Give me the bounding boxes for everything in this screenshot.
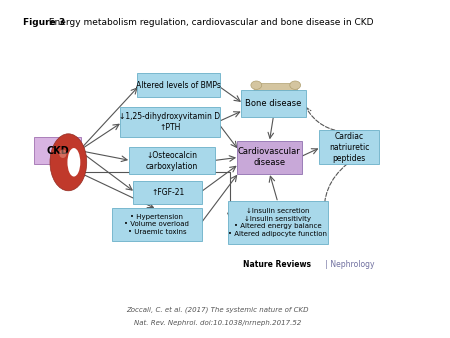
FancyBboxPatch shape bbox=[133, 181, 202, 204]
Text: Cardiovascular
disease: Cardiovascular disease bbox=[238, 147, 301, 167]
FancyBboxPatch shape bbox=[34, 137, 81, 164]
Ellipse shape bbox=[251, 81, 262, 89]
Ellipse shape bbox=[290, 94, 301, 103]
Text: Nat. Rev. Nephrol. doi:10.1038/nrneph.2017.52: Nat. Rev. Nephrol. doi:10.1038/nrneph.20… bbox=[134, 320, 301, 326]
Text: Zoccali, C. et al. (2017) The systemic nature of CKD: Zoccali, C. et al. (2017) The systemic n… bbox=[126, 307, 309, 313]
FancyBboxPatch shape bbox=[254, 83, 297, 100]
Text: CKD: CKD bbox=[46, 146, 69, 155]
Text: ↑FGF-21: ↑FGF-21 bbox=[151, 188, 184, 197]
Ellipse shape bbox=[68, 148, 80, 176]
FancyBboxPatch shape bbox=[241, 90, 306, 117]
FancyBboxPatch shape bbox=[228, 201, 328, 244]
Ellipse shape bbox=[290, 81, 301, 89]
FancyBboxPatch shape bbox=[319, 130, 379, 164]
FancyBboxPatch shape bbox=[237, 141, 302, 174]
Text: Bone disease: Bone disease bbox=[245, 99, 302, 108]
Text: ↓Osteocalcin
carboxylation: ↓Osteocalcin carboxylation bbox=[146, 150, 198, 171]
Ellipse shape bbox=[50, 134, 87, 191]
Text: Nature Reviews: Nature Reviews bbox=[243, 260, 311, 269]
Text: Altered levels of BMPs: Altered levels of BMPs bbox=[136, 81, 221, 90]
Text: ↓1,25-dihydroxyvitamin D
↑PTH: ↓1,25-dihydroxyvitamin D ↑PTH bbox=[119, 112, 220, 132]
Ellipse shape bbox=[59, 149, 67, 158]
FancyBboxPatch shape bbox=[138, 73, 220, 97]
FancyBboxPatch shape bbox=[112, 208, 202, 241]
FancyBboxPatch shape bbox=[120, 107, 220, 137]
Ellipse shape bbox=[251, 94, 262, 103]
FancyBboxPatch shape bbox=[129, 147, 215, 174]
Text: Figure 3: Figure 3 bbox=[23, 18, 65, 27]
Text: • Hypertension
• Volume overload
• Uraemic toxins: • Hypertension • Volume overload • Uraem… bbox=[125, 214, 189, 235]
Text: Cardiac
natriuretic
peptides: Cardiac natriuretic peptides bbox=[329, 131, 369, 163]
Text: ↓Insulin secretion
↓Insulin sensitivity
• Altered energy balance
• Altered adipo: ↓Insulin secretion ↓Insulin sensitivity … bbox=[229, 208, 328, 237]
Text: Energy metabolism regulation, cardiovascular and bone disease in CKD: Energy metabolism regulation, cardiovasc… bbox=[46, 18, 374, 27]
Text: | Nephrology: | Nephrology bbox=[323, 260, 375, 269]
